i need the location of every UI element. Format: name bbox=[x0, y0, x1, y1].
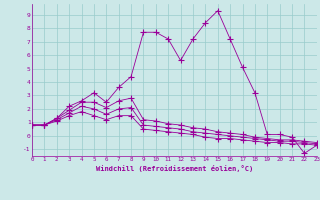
X-axis label: Windchill (Refroidissement éolien,°C): Windchill (Refroidissement éolien,°C) bbox=[96, 165, 253, 172]
